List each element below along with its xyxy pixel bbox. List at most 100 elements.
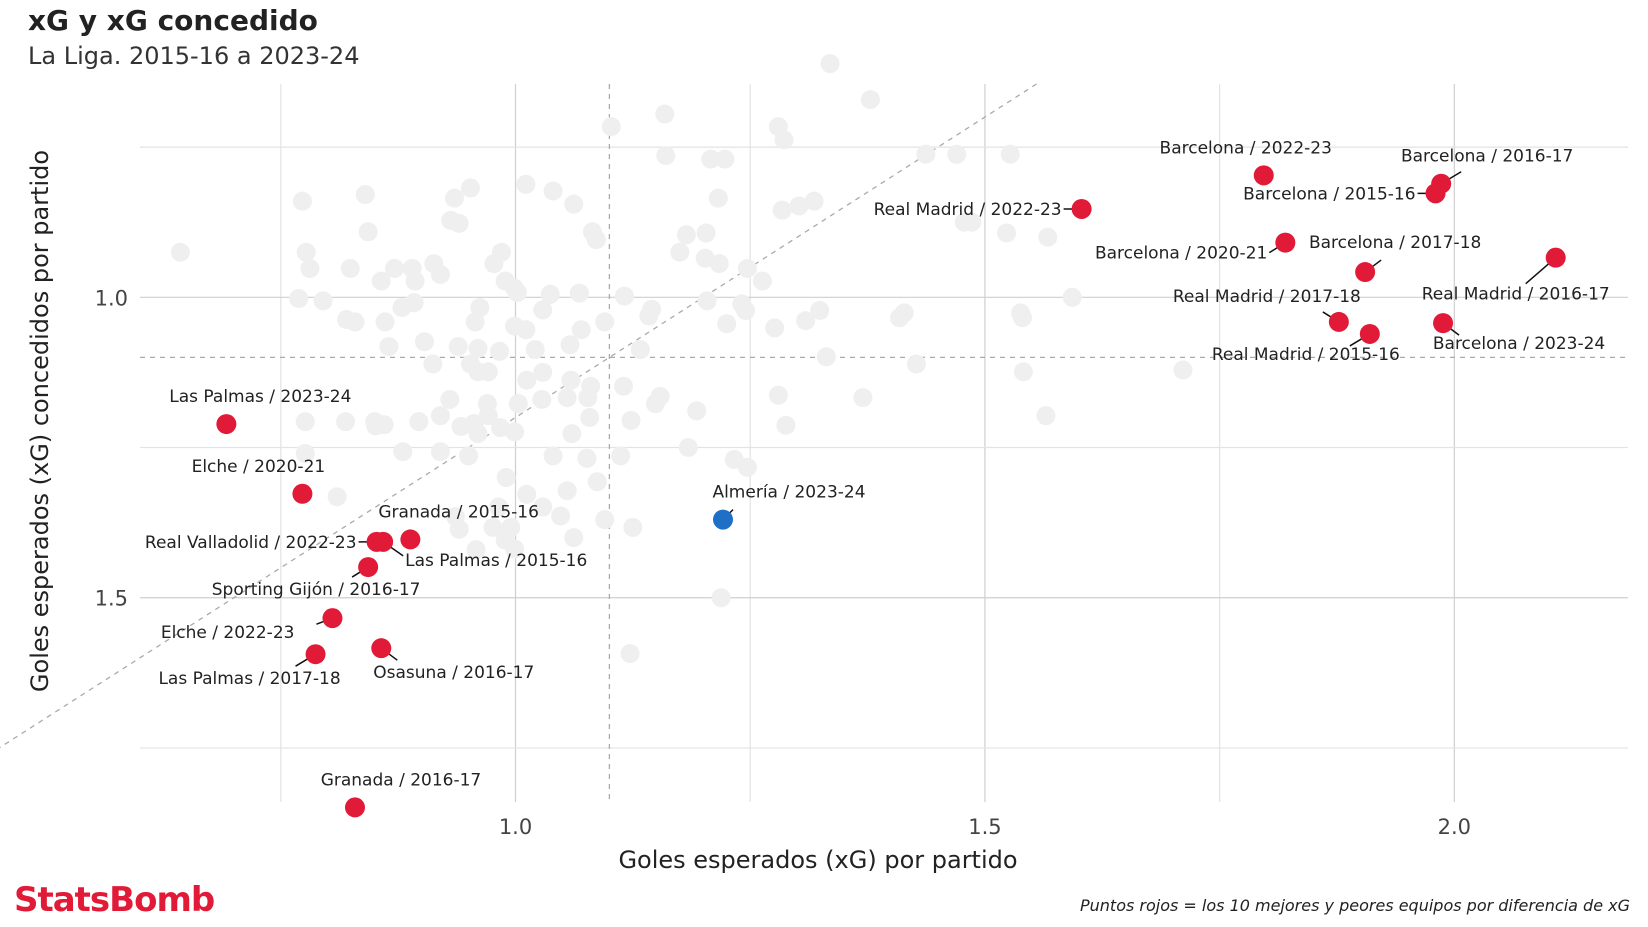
background-point bbox=[170, 242, 190, 262]
background-point bbox=[516, 174, 536, 194]
background-point bbox=[772, 200, 792, 220]
highlighted-point bbox=[1071, 198, 1092, 219]
background-point bbox=[449, 213, 469, 233]
highlighted-point bbox=[1425, 183, 1446, 204]
background-point bbox=[444, 188, 464, 208]
highlighted-point bbox=[712, 509, 733, 530]
highlighted-point bbox=[1253, 165, 1274, 186]
diagonal-line bbox=[0, 83, 1037, 749]
point-label: Barcelona / 2023-24 bbox=[1433, 334, 1605, 354]
background-point bbox=[451, 416, 471, 436]
highlighted-point bbox=[216, 414, 237, 435]
chart-subtitle: La Liga. 2015-16 a 2023-24 bbox=[28, 42, 360, 70]
background-point bbox=[460, 178, 480, 198]
chart-title: xG y xG concedido bbox=[28, 4, 318, 37]
background-point bbox=[708, 188, 728, 208]
background-point bbox=[569, 283, 589, 303]
background-point bbox=[670, 242, 690, 262]
background-point bbox=[630, 340, 650, 360]
background-point bbox=[906, 354, 926, 374]
background-point bbox=[853, 388, 873, 408]
background-point bbox=[540, 284, 560, 304]
background-point bbox=[393, 442, 413, 462]
point-label: Las Palmas / 2017-18 bbox=[158, 669, 340, 689]
background-point bbox=[623, 517, 643, 537]
point-label: Elche / 2020-21 bbox=[192, 457, 326, 477]
highlighted-point bbox=[371, 638, 392, 659]
background-point bbox=[505, 422, 525, 442]
background-point bbox=[701, 149, 721, 169]
background-point bbox=[551, 506, 571, 526]
background-point bbox=[478, 362, 498, 382]
background-point bbox=[465, 312, 485, 332]
background-point bbox=[379, 337, 399, 357]
background-point bbox=[562, 424, 582, 444]
highlighted-point bbox=[400, 529, 421, 550]
background-point bbox=[804, 191, 824, 211]
background-point bbox=[449, 519, 469, 539]
background-point bbox=[448, 337, 468, 357]
highlighted-point bbox=[1359, 323, 1380, 344]
background-point bbox=[543, 181, 563, 201]
background-point bbox=[601, 117, 621, 137]
background-point bbox=[295, 444, 315, 464]
background-point bbox=[587, 472, 607, 492]
point-label: Real Madrid / 2015-16 bbox=[1212, 345, 1400, 365]
background-point bbox=[292, 191, 312, 211]
x-tick-label: 1.0 bbox=[499, 815, 532, 839]
background-point bbox=[1012, 308, 1032, 328]
background-point bbox=[404, 293, 424, 313]
background-point bbox=[508, 394, 528, 414]
background-point bbox=[678, 438, 698, 458]
background-point bbox=[717, 314, 737, 334]
point-label: Barcelona / 2017-18 bbox=[1309, 233, 1481, 253]
background-point bbox=[578, 388, 598, 408]
y-tick-label: 1.5 bbox=[95, 587, 128, 611]
background-point bbox=[564, 194, 584, 214]
x-tick-label: 1.5 bbox=[968, 815, 1001, 839]
background-point bbox=[517, 484, 537, 504]
chart-caption: Puntos rojos = los 10 mejores y peores e… bbox=[1079, 896, 1630, 915]
highlighted-point bbox=[1545, 247, 1566, 268]
background-point bbox=[557, 388, 577, 408]
highlighted-point bbox=[358, 557, 379, 578]
background-point bbox=[490, 341, 510, 361]
background-point bbox=[384, 258, 404, 278]
background-point bbox=[736, 301, 756, 321]
background-point bbox=[737, 457, 757, 477]
point-label: Osasuna / 2016-17 bbox=[373, 663, 534, 683]
background-point bbox=[374, 415, 394, 435]
point-label: Real Madrid / 2016-17 bbox=[1422, 285, 1610, 305]
background-point bbox=[796, 311, 816, 331]
background-point bbox=[468, 338, 488, 358]
background-point bbox=[586, 230, 606, 250]
point-label: Barcelona / 2022-23 bbox=[1160, 138, 1332, 158]
highlighted-point bbox=[322, 608, 343, 629]
point-label: Barcelona / 2015-16 bbox=[1243, 184, 1415, 204]
background-point bbox=[916, 144, 936, 164]
highlighted-point bbox=[1433, 313, 1454, 334]
background-point bbox=[483, 517, 503, 537]
background-point bbox=[355, 185, 375, 205]
background-point bbox=[409, 412, 429, 432]
background-point bbox=[358, 222, 378, 242]
background-point bbox=[774, 130, 794, 150]
background-point bbox=[430, 406, 450, 426]
point-label: Elche / 2022-23 bbox=[161, 623, 295, 643]
background-point bbox=[571, 320, 591, 340]
background-point bbox=[414, 332, 434, 352]
background-point bbox=[947, 144, 967, 164]
background-point bbox=[997, 223, 1017, 243]
background-point bbox=[613, 376, 633, 396]
background-point bbox=[765, 318, 785, 338]
background-point bbox=[375, 312, 395, 332]
point-label: Real Madrid / 2022-23 bbox=[874, 200, 1062, 220]
background-point bbox=[459, 446, 479, 466]
background-point bbox=[496, 468, 516, 488]
background-point bbox=[595, 312, 615, 332]
highlighted-point bbox=[1275, 232, 1296, 253]
y-tick-label: 1.0 bbox=[95, 286, 128, 310]
background-point bbox=[656, 145, 676, 165]
background-point bbox=[620, 644, 640, 664]
